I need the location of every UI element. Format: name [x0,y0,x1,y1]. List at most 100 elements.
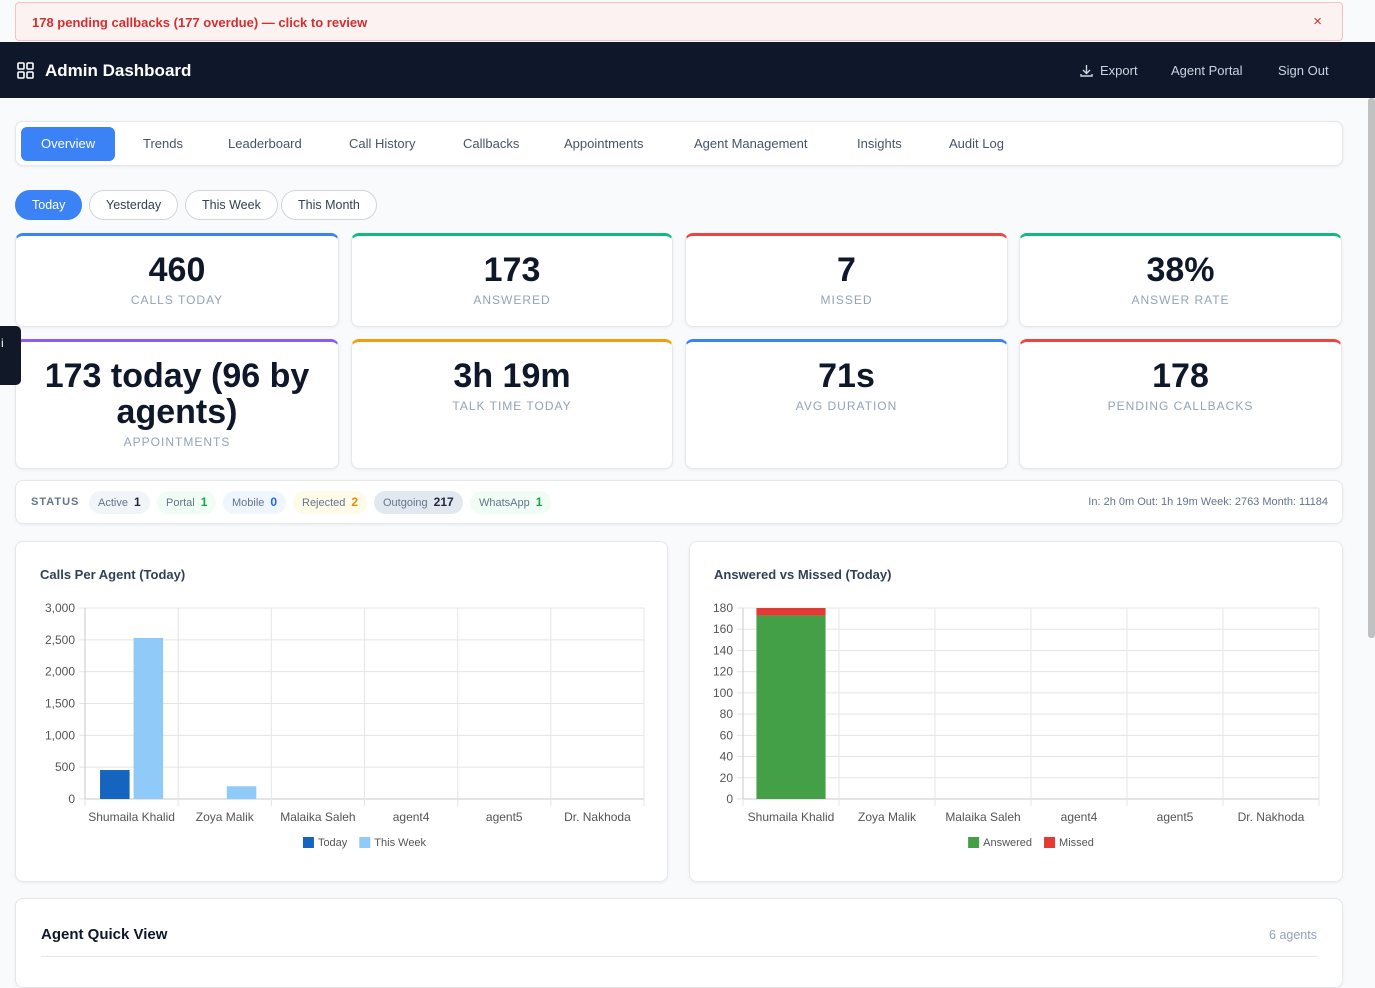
y-tick-label: 0 [726,792,733,806]
status-summary: In: 2h 0m Out: 1h 19m Week: 2763 Month: … [1088,496,1328,508]
legend-label: Today [318,837,348,849]
side-tab-label[interactable]: i [1,336,4,350]
pill-count: 0 [270,495,278,509]
stat-label: APPOINTMENTS [123,435,231,449]
period-button[interactable]: Yesterday [89,190,179,220]
sign-out-button[interactable]: Sign Out [1278,63,1329,78]
status-pill: Active 1 [89,491,150,514]
x-tick-label: Shumaila Khalid [88,810,175,824]
stat-value: 7 [837,251,856,289]
y-tick-label: 100 [713,686,733,700]
stat-card: 3h 19m TALK TIME TODAY [351,339,673,469]
status-bar: STATUS In: 2h 0m Out: 1h 19m Week: 2763 … [15,480,1343,524]
y-tick-label: 20 [720,771,734,785]
scrollbar[interactable] [1368,98,1375,638]
period-button[interactable]: Today [15,190,83,220]
stat-value: 173 [483,251,541,289]
tab[interactable]: Callbacks [463,136,520,151]
pill-name: Portal [166,497,195,509]
legend-swatch [968,837,980,848]
alert-close[interactable]: × [1313,13,1322,30]
pill-name: WhatsApp [479,497,530,509]
tab[interactable]: Insights [857,136,902,151]
y-tick-label: 2,000 [45,665,75,679]
stat-value: 173 today (96 by agents) [44,357,310,431]
x-tick-label: agent5 [486,810,523,824]
y-tick-label: 2,500 [45,633,75,647]
legend-label: This Week [374,837,426,849]
agent-count: 6 agents [1269,928,1317,942]
agent-portal-link[interactable]: Agent Portal [1171,63,1243,78]
y-tick-label: 140 [713,643,733,657]
legend-swatch [359,837,371,848]
y-tick-label: 160 [713,622,733,636]
legend-swatch [1044,837,1056,848]
stat-label: ANSWER RATE [1131,293,1230,307]
stat-value: 3h 19m [453,357,571,395]
tab[interactable]: Audit Log [949,136,1004,151]
y-tick-label: 0 [68,792,75,806]
chart-card: Answered vs Missed (Today) 0 20 40 60 80 100 12… [689,541,1343,882]
status-pill: Portal 1 [157,491,217,514]
chart: Answered vs Missed (Today) 0 20 40 60 80 100 12… [713,567,1320,849]
dashboard-icon [17,62,34,79]
pill-name: Active [98,497,128,509]
x-tick-label: Zoya Malik [858,810,917,824]
bar [100,770,130,799]
stat-card: 7 MISSED [685,233,1008,327]
x-tick-label: Zoya Malik [196,810,255,824]
legend: Today This Week [302,837,427,849]
bar [133,637,164,799]
y-tick-label: 3,000 [45,601,75,615]
tab[interactable]: Trends [143,136,183,151]
y-tick-label: 120 [713,665,733,679]
alert-text[interactable]: 178 pending callbacks (177 overdue) — cl… [32,15,368,30]
side-tab[interactable]: i [0,326,21,385]
stat-card: 71s AVG DURATION [685,339,1008,469]
pill-name: Outgoing [383,497,428,509]
export-icon [1080,65,1093,77]
tab[interactable]: Overview [21,127,116,161]
agent-quick-view: Agent Quick View 6 agents [15,898,1343,988]
stat-label: ANSWERED [473,293,551,307]
stat-label: MISSED [820,293,873,307]
stat-card: 173 ANSWERED [351,233,673,327]
stat-card: 173 today (96 by agents) APPOINTMENTS [15,339,339,469]
pill-count: 2 [351,495,359,509]
legend-label: Missed [1059,837,1094,849]
tab[interactable]: Agent Management [694,136,808,151]
stat-value: 38% [1146,251,1215,289]
pill-count: 1 [535,495,543,509]
chart: Calls Per Agent (Today) 0 500 1,000 1,500 2,0… [40,567,645,849]
status-pill: Rejected 2 [293,491,368,514]
pill-name: Rejected [302,497,346,509]
stat-value: 71s [818,357,875,395]
chart-title: Calls Per Agent (Today) [40,567,185,582]
tab-bar: Overview Trends Leaderboard Call History Cal… [15,121,1343,166]
export-button[interactable]: Export [1100,63,1138,78]
x-tick-label: agent4 [1061,810,1098,824]
legend-label: Answered [983,837,1032,849]
divider [41,956,1317,957]
tab[interactable]: Appointments [564,136,644,151]
status-pill: Outgoing 217 [374,491,463,514]
period-button[interactable]: This Month [281,190,377,220]
tab[interactable]: Leaderboard [228,136,302,151]
stat-card: 460 CALLS TODAY [15,233,339,327]
status-pill: Mobile 0 [223,491,287,514]
legend: Answered Missed [968,837,1094,849]
section-title: Agent Quick View [41,926,168,943]
stat-label: CALLS TODAY [130,293,224,307]
stat-label: TALK TIME TODAY [452,399,572,413]
tab[interactable]: Call History [349,136,416,151]
pill-count: 1 [133,495,141,509]
period-button[interactable]: This Week [185,190,278,220]
x-tick-label: Dr. Nakhoda [564,810,631,824]
x-tick-label: Malaika Saleh [945,810,1020,824]
pill-name: Mobile [232,497,265,509]
x-tick-label: Dr. Nakhoda [1238,810,1305,824]
app-title: Admin Dashboard [45,61,192,80]
alert-banner[interactable]: 178 pending callbacks (177 overdue) — cl… [15,2,1343,41]
